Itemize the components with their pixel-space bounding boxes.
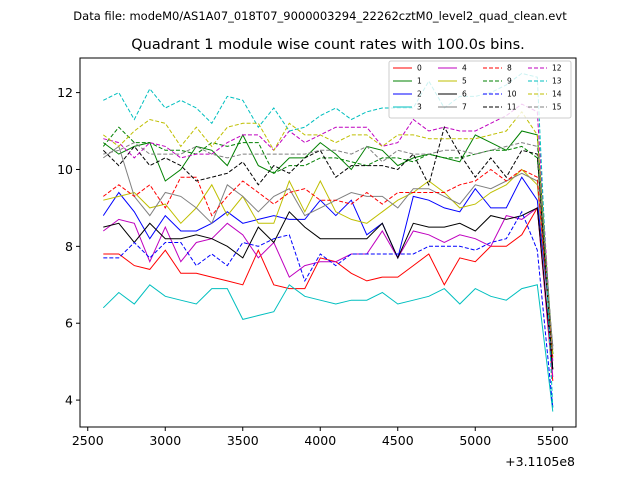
x-tick-label: 3500 (227, 433, 259, 448)
y-tick-label: 4 (65, 393, 73, 408)
legend-label-10: 10 (507, 90, 517, 99)
series-line-13 (103, 72, 554, 408)
series-line-11 (102, 125, 554, 370)
legend-label-15: 15 (552, 103, 562, 112)
x-tick-label: 4500 (382, 433, 414, 448)
y-tick-label: 8 (65, 239, 73, 254)
series-line-5 (103, 168, 554, 351)
legend-label-9: 9 (507, 77, 512, 86)
series-line-4 (103, 206, 554, 378)
legend-label-6: 6 (462, 90, 467, 99)
x-tick-label: 2500 (72, 433, 104, 448)
x-axis: 2500 3000 3500 4000 4500 5000 5500 (72, 427, 569, 448)
x-tick-label: 3000 (149, 433, 181, 448)
legend-box (388, 60, 572, 119)
legend-label-11: 11 (507, 103, 517, 112)
legend-label-13: 13 (552, 77, 562, 86)
legend-label-4: 4 (462, 64, 467, 73)
series-line-1 (103, 130, 554, 355)
series-line-0 (103, 206, 554, 381)
legend-label-8: 8 (507, 64, 512, 73)
legend-label-7: 7 (462, 103, 467, 112)
series-line-12 (103, 103, 554, 362)
plot-series (102, 72, 554, 412)
y-tick-label: 6 (65, 316, 73, 331)
y-tick-label: 10 (57, 162, 73, 177)
series-line-2 (102, 176, 554, 347)
series-line-7 (103, 145, 554, 347)
chart-title: Quadrant 1 module wise count rates with … (131, 37, 525, 53)
series-line-8 (103, 168, 554, 358)
x-tick-label: 5500 (537, 433, 569, 448)
legend-label-2: 2 (417, 90, 422, 99)
legend-label-14: 14 (552, 90, 562, 99)
legend-label-1: 1 (417, 77, 422, 86)
series-line-15 (103, 142, 554, 351)
axes-frame (79, 57, 577, 428)
legend-label-0: 0 (417, 64, 422, 73)
legend-label-5: 5 (462, 77, 467, 86)
y-tick-label: 12 (57, 85, 73, 100)
series-line-3 (102, 284, 554, 412)
x-offset-label: +3.1105e8 (505, 454, 575, 469)
legend-label-3: 3 (417, 103, 422, 112)
series-line-10 (103, 210, 554, 408)
y-axis: 4 6 8 10 12 (57, 85, 80, 408)
x-tick-label: 5000 (459, 433, 491, 448)
series-line-14 (103, 110, 554, 358)
series-line-6 (103, 207, 554, 370)
legend-label-12: 12 (552, 64, 562, 73)
chart-suptitle: Data file: modeM0/AS1A07_018T07_90000032… (73, 9, 567, 23)
series-line-9 (102, 126, 554, 355)
x-tick-label: 4000 (304, 433, 336, 448)
